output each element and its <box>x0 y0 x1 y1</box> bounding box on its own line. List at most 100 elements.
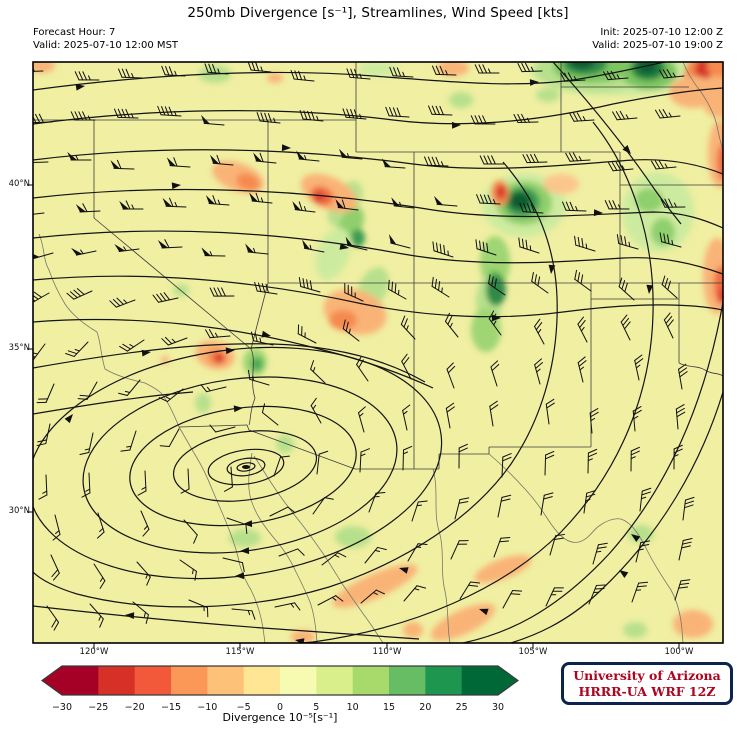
streamline-loop <box>172 430 318 502</box>
wind-barb <box>501 453 512 478</box>
colorbar-segment <box>461 666 499 695</box>
colorbar-tick-label: 10 <box>347 702 359 713</box>
circulation-center <box>242 465 250 469</box>
wind-barb <box>113 108 139 119</box>
wind-barb <box>490 360 500 387</box>
colorbar-segment <box>316 666 354 695</box>
wind-barb <box>531 272 549 294</box>
wind-barb <box>346 68 371 80</box>
wind-barb <box>639 487 652 512</box>
wind-barb <box>256 112 281 124</box>
wind-barb <box>158 388 184 403</box>
wind-barb <box>209 287 235 297</box>
wind-barb <box>358 406 366 433</box>
divergence-blob <box>33 62 55 73</box>
coastline <box>38 233 180 428</box>
colorbar-tick-label: 15 <box>383 702 395 713</box>
wind-barb <box>655 108 681 119</box>
colorbar-segment <box>243 666 281 695</box>
wind-barb <box>67 151 92 161</box>
wind-barb <box>253 152 277 164</box>
init-time-label: Init: 2025-07-10 12:00 Z <box>600 27 723 38</box>
streamline <box>33 62 666 91</box>
streamline-loop <box>82 376 398 554</box>
wind-barb <box>335 198 359 211</box>
wind-barb <box>673 444 683 470</box>
streamline-layer <box>33 62 723 643</box>
wind-barb <box>678 363 688 390</box>
wind-barb <box>454 497 470 520</box>
wind-barb <box>342 319 360 342</box>
wind-barb <box>247 369 270 386</box>
wind-barb <box>592 542 608 565</box>
wind-barb <box>616 234 639 250</box>
map-area <box>27 61 724 649</box>
wind-barb <box>342 108 367 120</box>
colorbar-tick-label: −20 <box>125 702 145 713</box>
lat-axis-label: 35°N <box>8 343 30 353</box>
streamline <box>33 149 723 175</box>
wind-barb <box>222 557 245 572</box>
wind-barb <box>321 552 347 566</box>
wind-barb <box>114 243 140 253</box>
wind-barb <box>292 201 316 213</box>
wind-barb <box>159 428 180 447</box>
wind-barb <box>344 283 364 302</box>
divergence-blob <box>358 62 398 76</box>
state-border <box>248 429 439 470</box>
state-border <box>178 424 250 431</box>
wind-barb <box>445 402 455 429</box>
wind-barb <box>250 331 274 346</box>
wind-barb <box>157 239 183 249</box>
wind-barb <box>577 356 587 383</box>
colorbar-segment <box>352 666 390 695</box>
wind-barb <box>389 234 411 249</box>
wind-barb <box>432 241 454 258</box>
wind-barb <box>310 397 322 424</box>
divergence-blob <box>717 144 723 180</box>
lon-axis-label: 115°W <box>225 647 255 657</box>
streamline-loop <box>236 462 256 472</box>
wind-barb <box>71 247 97 256</box>
wind-barb <box>226 517 248 534</box>
divergence-blob <box>430 603 496 641</box>
wind-barb <box>663 312 674 339</box>
colorbar-label: Divergence 10⁻⁵[s⁻¹] <box>222 711 338 724</box>
streamline <box>33 275 723 318</box>
streamline-arrow <box>399 567 409 574</box>
page-title: 250mb Divergence [s⁻¹], Streamlines, Win… <box>187 5 569 21</box>
divergence-blob <box>251 357 263 371</box>
wind-barb <box>620 314 631 341</box>
streamline <box>33 343 426 383</box>
divergence-blob <box>315 228 351 280</box>
streamline-arrow <box>619 570 629 578</box>
streamline <box>33 87 723 125</box>
wind-barb <box>661 275 678 299</box>
wind-barb <box>493 536 511 558</box>
wind-barb <box>140 510 150 537</box>
wind-barb <box>33 212 45 215</box>
divergence-blob <box>486 274 506 306</box>
streamline <box>231 121 654 643</box>
streamline-arrow <box>631 534 641 543</box>
divergence-blob <box>229 529 261 547</box>
wind-barb <box>79 432 94 456</box>
wind-barb <box>534 318 545 345</box>
wind-barb <box>574 235 596 252</box>
wind-barb <box>298 277 321 293</box>
wind-barb <box>604 200 630 210</box>
divergence-blob <box>351 229 365 247</box>
streamline-loop <box>33 346 443 580</box>
wind-barb <box>364 546 387 564</box>
streamline-loop <box>207 448 285 486</box>
lon-axis-label: 120°W <box>79 647 109 657</box>
map-frame-border <box>32 61 724 644</box>
wind-barb <box>489 400 499 427</box>
wind-barb <box>540 492 554 516</box>
wind-barb <box>682 496 695 521</box>
wind-barb <box>424 156 449 167</box>
wind-barb <box>560 72 586 82</box>
valid-utc-label: Valid: 2025-07-10 19:00 Z <box>592 40 723 51</box>
colorbar-segment <box>389 666 427 695</box>
